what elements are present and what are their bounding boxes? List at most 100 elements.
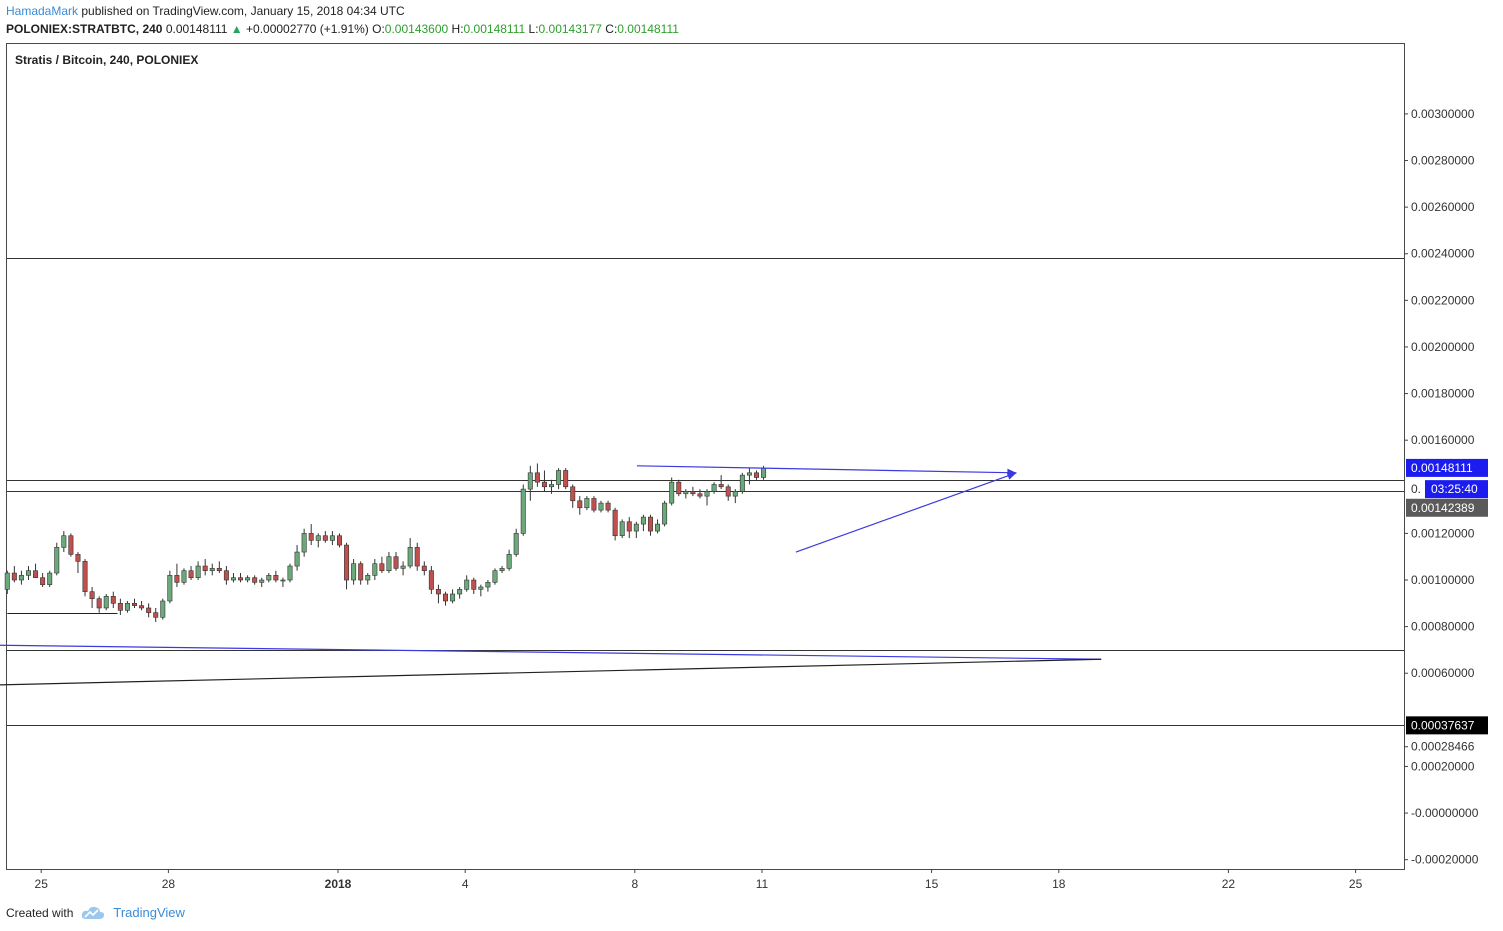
candle-body bbox=[591, 498, 597, 511]
candle-body bbox=[238, 577, 244, 581]
time-tick-label: 4 bbox=[462, 877, 469, 891]
time-tick-label: 22 bbox=[1222, 877, 1236, 891]
price-tick-label: 0.00180000 bbox=[1411, 387, 1475, 401]
candle-body bbox=[195, 565, 201, 578]
candle-body bbox=[450, 593, 456, 602]
candle-body bbox=[266, 575, 272, 581]
candle-body bbox=[584, 498, 590, 509]
candle-body bbox=[732, 491, 738, 497]
candle-body bbox=[464, 579, 470, 590]
candle-body bbox=[428, 570, 434, 590]
last-price: 0.00148111 bbox=[165, 22, 228, 36]
candle-body bbox=[527, 472, 533, 490]
time-tick-label: 8 bbox=[631, 877, 638, 891]
candles bbox=[4, 463, 767, 622]
price-tick-label: 0.00060000 bbox=[1411, 666, 1475, 680]
candle-body bbox=[556, 470, 562, 485]
candle-body bbox=[655, 523, 661, 532]
candle-body bbox=[4, 572, 10, 590]
price-tick-label: 0. bbox=[1411, 482, 1421, 496]
price-tick-label: 0.00260000 bbox=[1411, 200, 1475, 214]
trend-line bbox=[0, 644, 1102, 660]
trend-line bbox=[0, 658, 1102, 686]
candle-body bbox=[259, 579, 265, 583]
ohlc-legend: POLONIEX:STRATBTC, 240 0.00148111 ▲ +0.0… bbox=[6, 22, 679, 36]
footer: Created with TradingView bbox=[6, 905, 185, 920]
price-badge bbox=[1406, 716, 1488, 735]
candle-body bbox=[690, 491, 696, 495]
candle-body bbox=[647, 516, 653, 532]
candle-body bbox=[344, 544, 350, 581]
candle-body bbox=[245, 577, 251, 581]
candle-body bbox=[11, 572, 17, 581]
high-label: H: bbox=[451, 22, 464, 36]
candle-body bbox=[754, 472, 759, 478]
candle-body bbox=[499, 568, 505, 571]
candle-body bbox=[82, 561, 88, 592]
price-badge-label: 03:25:40 bbox=[1431, 482, 1478, 496]
tradingview-cloud-icon bbox=[82, 906, 105, 919]
candle-body bbox=[336, 535, 342, 546]
candle-body bbox=[47, 572, 53, 585]
candle-body bbox=[372, 563, 378, 576]
candle-body bbox=[534, 472, 540, 483]
trend-line bbox=[636, 465, 1017, 474]
candle-body bbox=[160, 600, 166, 618]
candle-body bbox=[61, 535, 67, 548]
candle-body bbox=[365, 575, 371, 581]
candle-body bbox=[167, 575, 173, 602]
publisher-link[interactable]: HamadaMark bbox=[6, 4, 79, 18]
time-tick-label: 15 bbox=[925, 877, 939, 891]
candle-body bbox=[633, 523, 639, 532]
close-label: C: bbox=[605, 22, 618, 36]
open-label: O: bbox=[372, 22, 385, 36]
time-tick-label: 18 bbox=[1052, 877, 1066, 891]
price-tick-label: 0.00080000 bbox=[1411, 620, 1475, 634]
price-tick-label: -0.00020000 bbox=[1411, 853, 1479, 867]
candle-body bbox=[287, 565, 293, 581]
candle-body bbox=[75, 554, 81, 562]
price-tick-label: 0.00160000 bbox=[1411, 433, 1475, 447]
time-tick-label: 2018 bbox=[325, 877, 352, 891]
candle-body bbox=[68, 535, 74, 555]
candle-body bbox=[153, 612, 159, 618]
candle-body bbox=[457, 589, 463, 595]
chart-area[interactable]: Stratis / Bitcoin, 240, POLONIEX 0.00300… bbox=[0, 0, 1503, 900]
candle-body bbox=[662, 502, 668, 525]
candle-body bbox=[273, 575, 279, 581]
candle-body bbox=[746, 472, 752, 476]
candle-body bbox=[761, 467, 767, 478]
price-axis: 0.00300000 0.00280000 0.00260000 0.00240000… bbox=[1404, 107, 1479, 867]
candle-body bbox=[40, 577, 46, 585]
tradingview-brand-link[interactable]: TradingView bbox=[113, 905, 185, 920]
low-label: L: bbox=[528, 22, 539, 36]
trend-line bbox=[795, 472, 1017, 553]
candle-body bbox=[25, 570, 31, 576]
candle-body bbox=[697, 493, 703, 497]
candle-body bbox=[605, 502, 611, 511]
time-tick-label: 25 bbox=[1349, 877, 1363, 891]
candle-body bbox=[541, 481, 547, 488]
trend-arrow-icon bbox=[1006, 472, 1017, 480]
candle-body bbox=[329, 535, 335, 541]
candle-body bbox=[563, 470, 569, 488]
candle-body bbox=[612, 509, 618, 537]
price-tick-label: -0.00000000 bbox=[1411, 806, 1479, 820]
candle-body bbox=[230, 577, 236, 581]
candle-body bbox=[174, 575, 180, 583]
price-badge-label: 0.00148111 bbox=[1411, 461, 1473, 475]
time-axis: 25 28 2018 4 8 11 15 18 22 25 bbox=[35, 869, 1363, 891]
price-tick-label: 0.00100000 bbox=[1411, 573, 1475, 587]
change-arrow-icon: ▲ bbox=[230, 22, 243, 36]
candle-body bbox=[379, 563, 385, 571]
candle-body bbox=[704, 491, 710, 497]
price-tick-label: 0.00200000 bbox=[1411, 340, 1475, 354]
candle-body bbox=[181, 570, 187, 583]
candle-body bbox=[669, 481, 675, 504]
candle-body bbox=[54, 547, 60, 574]
price-tick-label: 0.00120000 bbox=[1411, 526, 1475, 540]
candle-body bbox=[188, 570, 194, 578]
candle-body bbox=[132, 603, 137, 606]
created-with-label: Created with bbox=[6, 905, 74, 920]
candle-body bbox=[223, 570, 229, 581]
